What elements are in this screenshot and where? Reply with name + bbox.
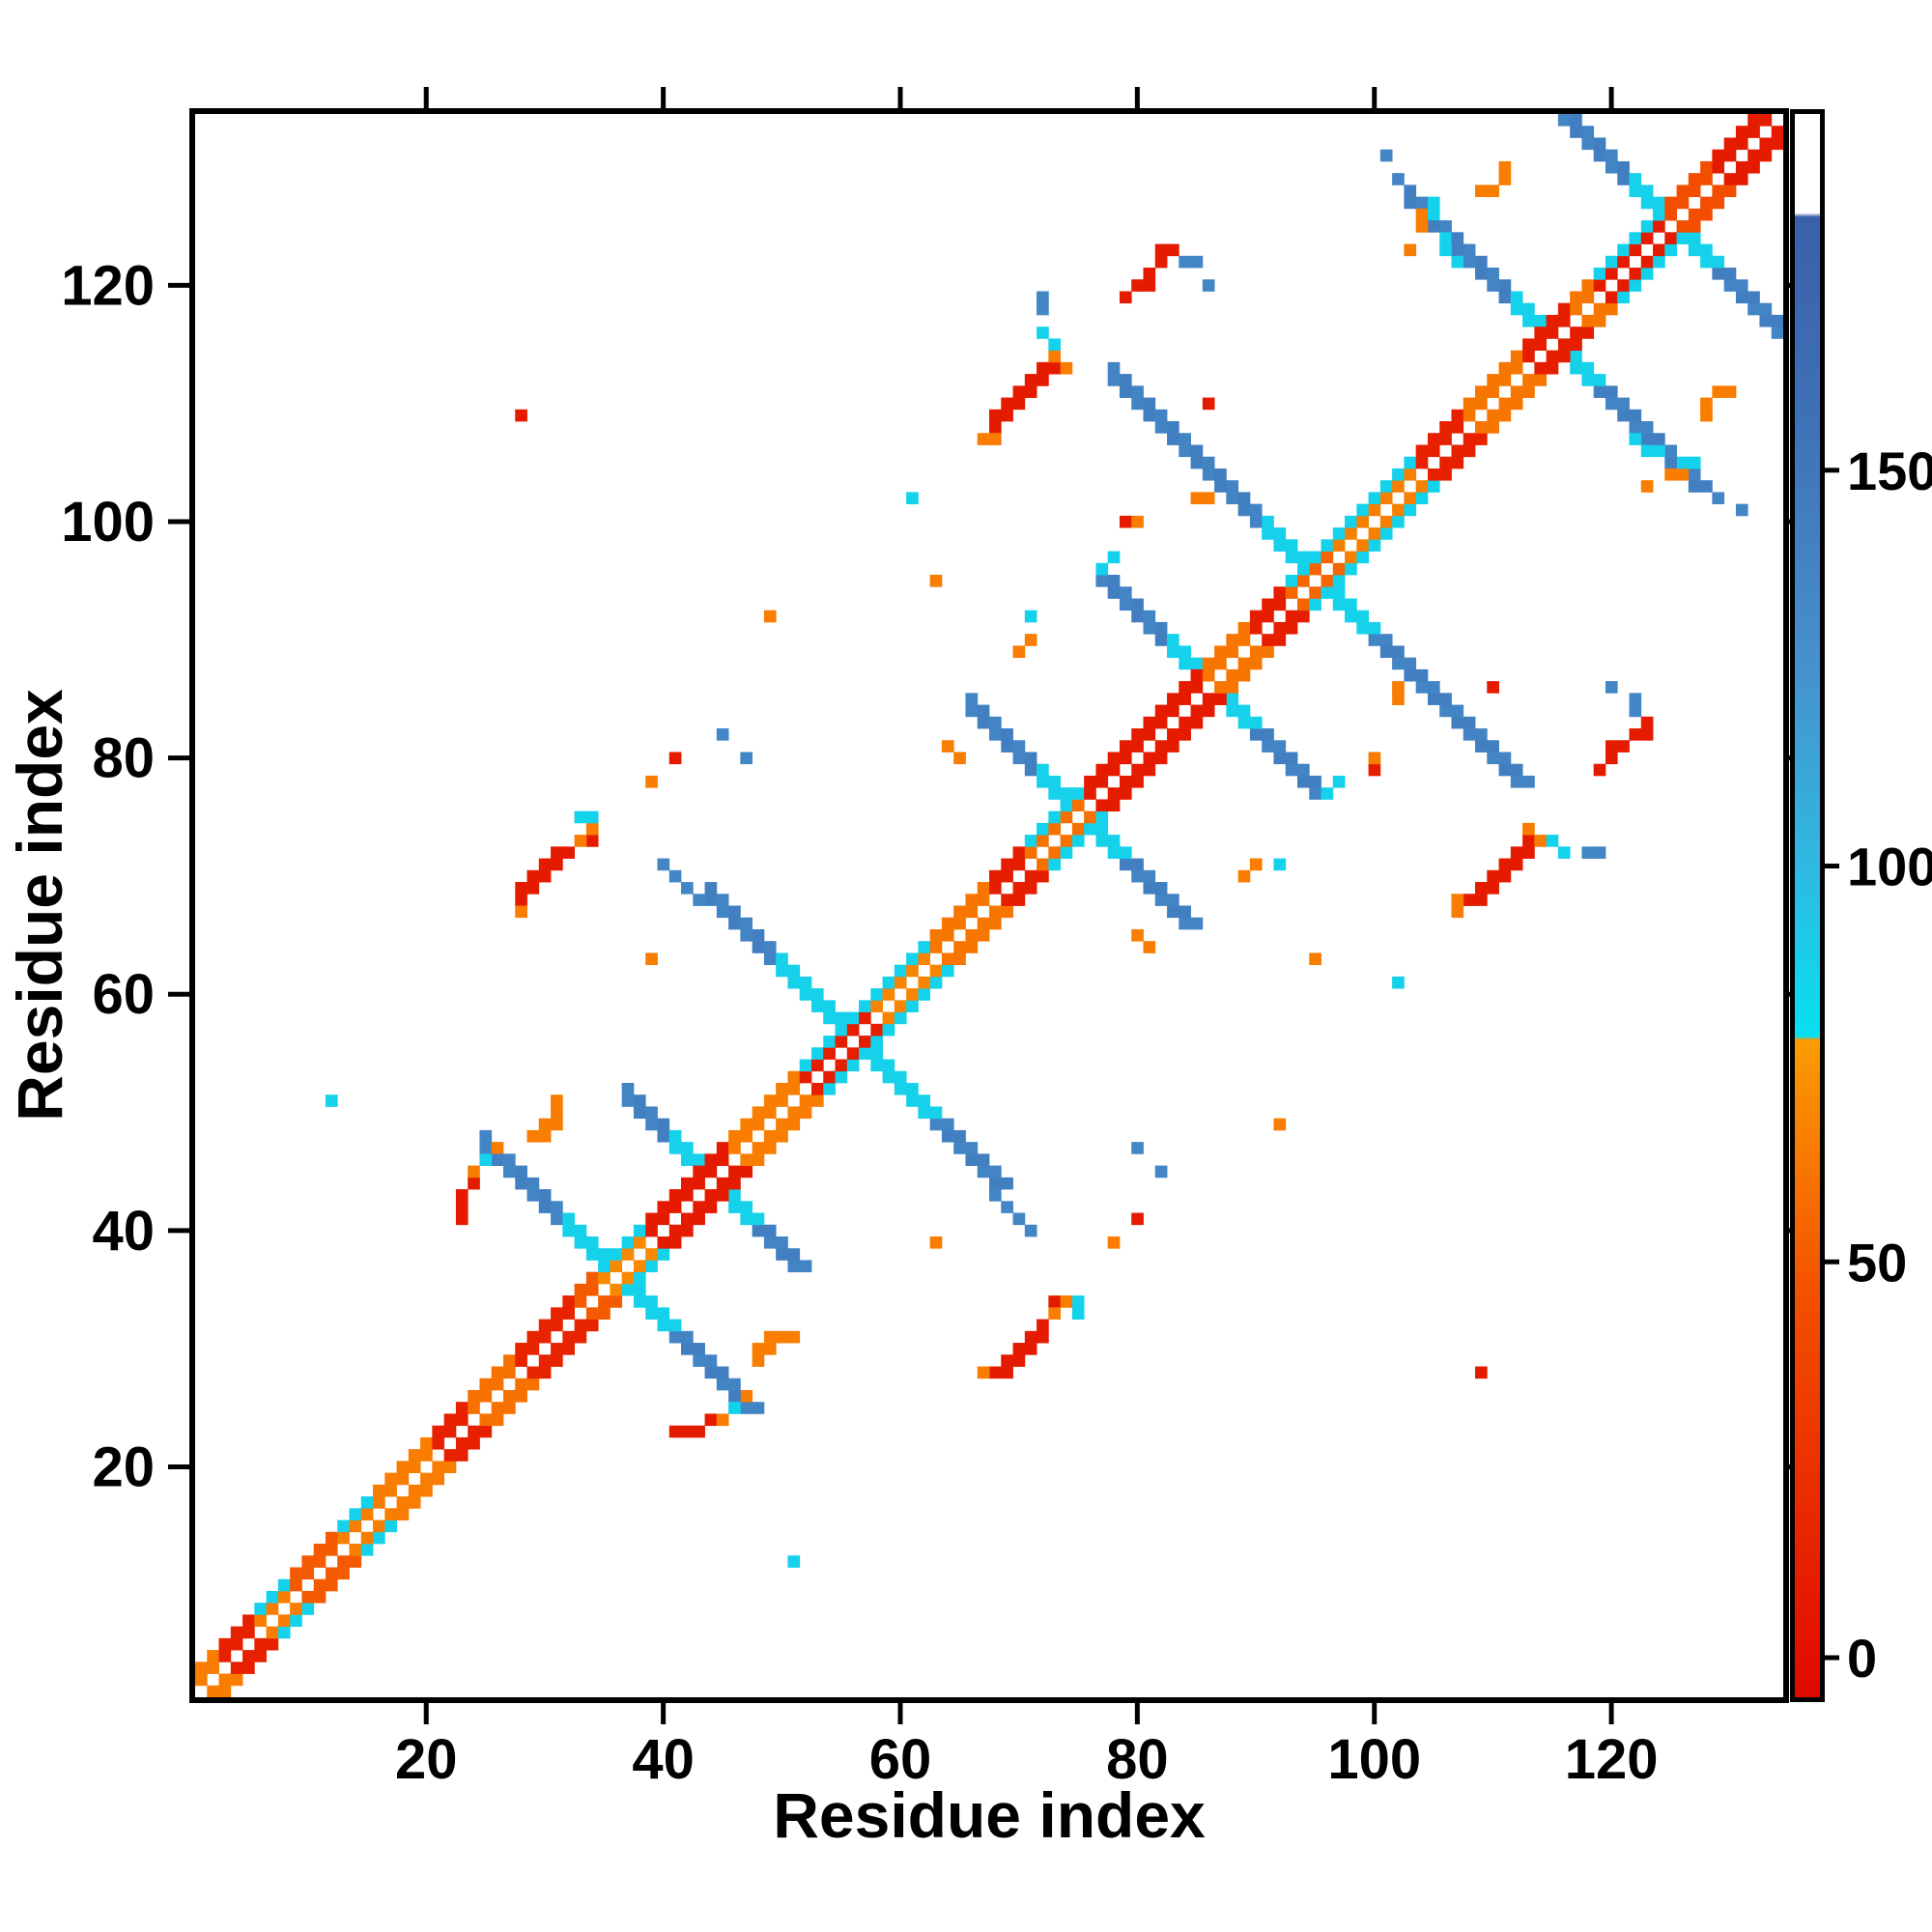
x-tick-label: 120 [1565, 1728, 1659, 1791]
x-tick-label: 80 [1106, 1728, 1169, 1791]
y-tick-label: 20 [92, 1435, 155, 1498]
y-tick-label: 80 [92, 727, 155, 790]
y-tick-label: 120 [61, 254, 155, 317]
x-tick-label: 100 [1327, 1728, 1421, 1791]
y-tick-label: 100 [61, 491, 155, 554]
y-tick-label: 40 [92, 1200, 155, 1263]
x-tick-label: 60 [869, 1728, 932, 1791]
colorbar: 0 50 100 150 [1790, 109, 1932, 1702]
x-axis-title: Residue index [773, 1779, 1206, 1851]
y-axis-title: Residue index [4, 689, 75, 1122]
y-tick-label: 60 [92, 963, 155, 1026]
heatmap-cells [195, 114, 1784, 1698]
colorbar-tick-label: 50 [1847, 1232, 1907, 1293]
x-tick-label: 20 [395, 1728, 458, 1791]
colorbar-tick-label: 0 [1847, 1628, 1877, 1689]
x-tick-label: 40 [632, 1728, 695, 1791]
colorbar-tick-label: 100 [1847, 837, 1932, 897]
axis-ticks: 20 40 60 80 100 120 20 40 60 80 100 120 [61, 87, 1810, 1791]
colorbar-tick-label: 150 [1847, 440, 1932, 501]
plot-spines [189, 108, 1789, 1703]
